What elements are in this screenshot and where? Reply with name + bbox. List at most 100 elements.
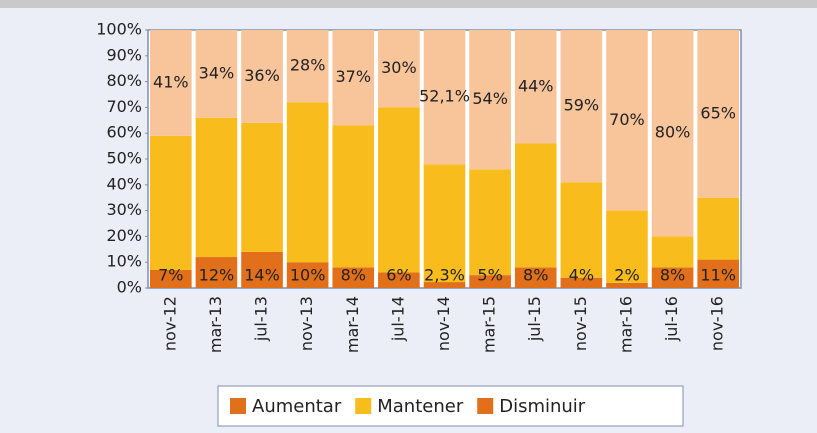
y-tick-label: 50%: [106, 149, 142, 168]
bar-segment: [606, 210, 648, 283]
y-tick-label: 30%: [106, 200, 142, 219]
data-label: 28%: [290, 56, 326, 75]
data-label: 14%: [244, 266, 280, 285]
bar-segment: [697, 197, 739, 260]
legend-swatch: [477, 398, 494, 414]
data-label: 8%: [660, 266, 685, 285]
y-tick-label: 10%: [106, 252, 142, 271]
data-label: 7%: [158, 266, 183, 285]
bar-segment: [150, 269, 192, 288]
legend-label: Mantener: [377, 396, 464, 417]
bar-segment: [332, 267, 375, 288]
legend-label: Aumentar: [252, 396, 342, 417]
bar-segment: [332, 30, 375, 126]
data-label: 8%: [523, 266, 548, 285]
x-tick-label: nov-14: [434, 296, 453, 351]
data-label: 2,3%: [424, 266, 465, 285]
bar-segment: [423, 164, 466, 283]
bar-segment: [195, 257, 238, 288]
data-label: 70%: [609, 110, 645, 129]
legend-box: [217, 385, 684, 427]
bar-segment: [195, 117, 238, 258]
x-tick-label: nov-15: [571, 296, 590, 351]
bar-segment: [423, 30, 466, 165]
x-tick-label: mar-13: [206, 296, 225, 353]
bar-segment: [241, 122, 283, 252]
bar-segment: [697, 259, 739, 288]
x-tick-label: jul-14: [388, 296, 407, 342]
data-label: 11%: [700, 266, 736, 285]
x-tick-label: jul-15: [525, 296, 544, 342]
bar-segment: [560, 277, 603, 288]
bar-segment: [606, 30, 648, 211]
data-label: 36%: [244, 66, 280, 85]
bar-segment: [651, 267, 694, 288]
bar-segment: [423, 282, 466, 288]
bar-segment: [560, 182, 603, 278]
top-strip: [0, 0, 817, 8]
bar-segment: [378, 30, 420, 108]
y-tick-label: 80%: [106, 71, 142, 90]
x-tick-label: nov-12: [160, 296, 179, 351]
bar-segment: [150, 135, 192, 270]
x-tick-label: jul-16: [662, 296, 681, 342]
bar-segment: [469, 275, 511, 288]
bar-segment: [241, 251, 283, 288]
data-label: 2%: [614, 266, 639, 285]
bar-segment: [651, 30, 694, 237]
bar-segment: [560, 30, 603, 183]
bar-segment: [378, 107, 420, 273]
bar-segment: [241, 30, 283, 123]
bar-segment: [514, 143, 557, 268]
data-label: 37%: [335, 67, 371, 86]
data-label: 52,1%: [419, 87, 470, 106]
data-label: 80%: [655, 123, 691, 142]
x-tick-label: mar-14: [343, 296, 362, 353]
bar-segment: [150, 30, 192, 136]
x-tick-label: mar-15: [480, 296, 499, 353]
y-tick-label: 100%: [96, 20, 142, 39]
bar-segment: [286, 262, 329, 288]
bar-segment: [378, 272, 420, 288]
data-label: 59%: [564, 96, 600, 115]
marks: [150, 30, 739, 288]
bar-segment: [286, 102, 329, 263]
data-label: 4%: [569, 266, 594, 285]
y-tick-label: 40%: [106, 174, 142, 193]
bar-segment: [332, 125, 375, 268]
data-label: 65%: [700, 103, 736, 122]
x-tick-label: nov-16: [708, 296, 727, 351]
bar-segment: [697, 30, 739, 198]
data-label: 34%: [199, 63, 235, 82]
data-label: 30%: [381, 58, 417, 77]
x-tick-label: mar-16: [616, 296, 635, 353]
y-tick-label: 90%: [106, 45, 142, 64]
y-tick-label: 70%: [106, 97, 142, 116]
data-label: 44%: [518, 76, 554, 95]
data-label: 12%: [199, 266, 235, 285]
bar-segment: [469, 169, 511, 276]
legend-swatch: [230, 398, 246, 414]
data-label: 41%: [153, 72, 189, 91]
x-tick-label: nov-13: [297, 296, 316, 351]
data-label: 5%: [477, 266, 502, 285]
legend-swatch: [355, 398, 372, 414]
data-label: 6%: [386, 266, 411, 285]
bar-segment: [514, 267, 557, 288]
y-tick-label: 0%: [117, 278, 142, 297]
bar-segment: [195, 30, 238, 118]
y-tick-label: 20%: [106, 226, 142, 245]
bar-segment: [469, 30, 511, 170]
bar-segment: [286, 30, 329, 103]
bar-segment: [651, 236, 694, 268]
bar-segment: [514, 30, 557, 144]
data-label: 54%: [472, 89, 508, 108]
data-label: 8%: [341, 266, 366, 285]
legend-label: Disminuir: [499, 396, 586, 417]
bar-segment: [606, 282, 648, 288]
data-label: 10%: [290, 266, 326, 285]
y-tick-label: 60%: [106, 123, 142, 142]
x-tick-label: jul-13: [252, 296, 271, 342]
